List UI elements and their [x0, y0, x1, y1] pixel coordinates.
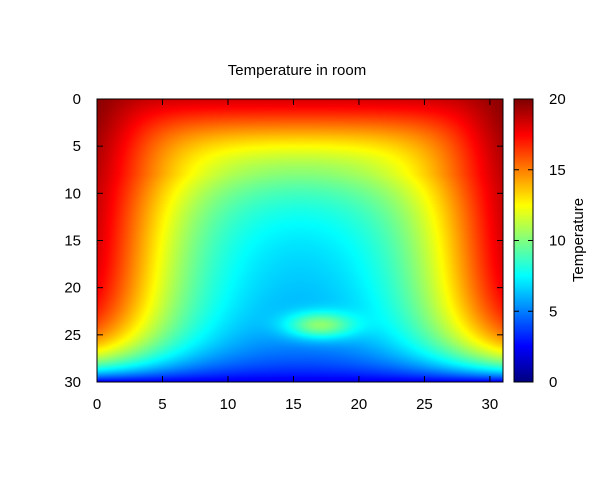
y-tick-label: 30	[64, 374, 81, 391]
y-tick-label: 10	[64, 185, 81, 202]
colorbar-ticks: 0 5 10 15 20	[514, 91, 566, 391]
colorbar-label: Temperature	[570, 198, 587, 282]
colorbar-tick-label: 10	[549, 233, 566, 250]
x-tick-label: 20	[351, 396, 368, 413]
x-tick-label: 10	[220, 396, 237, 413]
y-tick-label: 0	[73, 91, 81, 108]
y-tick-label: 20	[64, 280, 81, 297]
x-tick-label: 15	[285, 396, 302, 413]
y-axis-ticks: 0 5 10 15 20 25 30	[64, 91, 503, 391]
y-tick-label: 25	[64, 327, 81, 344]
heatmap-area	[96, 98, 504, 383]
colorbar-tick-label: 20	[549, 91, 566, 108]
x-tick-label: 30	[482, 396, 499, 413]
colorbar-tick-label: 0	[549, 374, 557, 391]
x-tick-label: 25	[416, 396, 433, 413]
x-tick-label: 5	[158, 396, 166, 413]
colorbar: 0 5 10 15 20 Temperature	[513, 91, 587, 391]
heatmap-image	[97, 99, 503, 382]
x-tick-label: 0	[93, 396, 101, 413]
y-tick-label: 5	[73, 138, 81, 155]
chart-title: Temperature in room	[228, 62, 366, 79]
colorbar-tick-label: 5	[549, 303, 557, 320]
colorbar-tick-label: 15	[549, 162, 566, 179]
y-tick-label: 15	[64, 233, 81, 250]
x-axis-ticks: 0 5 10 15 20 25 30	[93, 99, 498, 413]
